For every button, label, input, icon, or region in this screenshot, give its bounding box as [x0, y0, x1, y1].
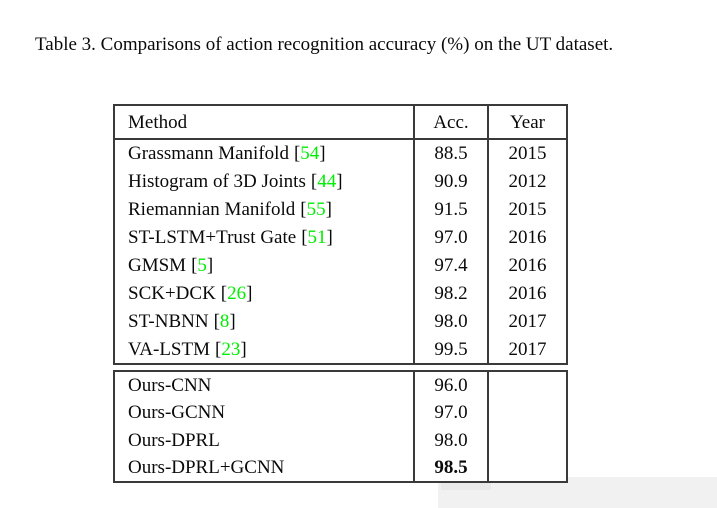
bracket-open: [ — [191, 255, 198, 275]
acc-cell: 98.0 — [413, 426, 487, 454]
acc-cell: 99.5 — [413, 335, 487, 363]
bracket-close: ] — [319, 144, 326, 164]
method-cell: VA-LSTM [23] — [115, 340, 413, 359]
method-cell: Ours-CNN — [115, 376, 413, 395]
method-cell: GMSM [5] — [115, 256, 413, 275]
bracket-open: [ — [215, 339, 222, 359]
citation: [44] — [311, 172, 343, 191]
bracket-close: ] — [206, 255, 214, 275]
method-cell: Grassmann Manifold [54] — [115, 144, 413, 163]
year-cell: 2012 — [487, 167, 566, 196]
method-cell: ST-LSTM+Trust Gate [51] — [115, 228, 413, 247]
bracket-open: [ — [300, 200, 307, 220]
table-header-row: Method Acc. Year — [115, 106, 566, 140]
acc-cell: 97.0 — [413, 399, 487, 427]
bracket-open: [ — [213, 311, 220, 331]
citation-number: 51 — [307, 228, 327, 248]
acc-cell: 96.0 — [413, 372, 487, 400]
method-label: ST-LSTM+Trust Gate — [128, 228, 297, 248]
year-cell — [487, 372, 566, 400]
citation-number: 23 — [221, 339, 241, 359]
method-label: Ours-CNN — [128, 376, 212, 396]
acc-cell: 97.0 — [413, 223, 487, 252]
citation-number: 5 — [197, 255, 207, 275]
method-cell: SCK+DCK [26] — [115, 284, 413, 303]
table-caption: Table 3. Comparisons of action recogniti… — [35, 34, 614, 55]
comparison-table-top: Method Acc. Year Grassmann Manifold [54] … — [113, 104, 568, 365]
table-row: ST-LSTM+Trust Gate [51] 97.0 2016 — [115, 223, 566, 252]
acc-cell: 98.0 — [413, 307, 487, 336]
bracket-close: ] — [246, 283, 253, 303]
acc-cell: 97.4 — [413, 251, 487, 280]
bracket-close: ] — [240, 339, 247, 359]
comparison-table-ours: Ours-CNN 96.0 Ours-GCNN 97.0 Ours-DPRL 9… — [113, 370, 568, 483]
bracket-close: ] — [326, 228, 333, 248]
citation-number: 44 — [317, 172, 337, 192]
method-cell: Histogram of 3D Joints [44] — [115, 172, 413, 191]
bracket-close: ] — [336, 172, 343, 192]
year-cell: 2017 — [487, 307, 566, 336]
acc-cell: 90.9 — [413, 167, 487, 196]
table-row: Ours-GCNN 97.0 — [115, 399, 566, 427]
citation: [26] — [221, 284, 253, 303]
bracket-open: [ — [220, 283, 228, 303]
year-cell: 2015 — [487, 140, 566, 168]
table-row: Grassmann Manifold [54] 88.5 2015 — [115, 140, 566, 168]
method-label: Ours-DPRL+GCNN — [128, 457, 285, 477]
method-label: Histogram of 3D Joints — [128, 172, 306, 192]
method-label: SCK+DCK — [128, 283, 216, 303]
method-label: Ours-DPRL — [128, 430, 220, 450]
method-label: Grassmann Manifold — [128, 144, 289, 164]
year-cell: 2016 — [487, 223, 566, 252]
citation-number: 8 — [219, 311, 230, 331]
citation: [54] — [294, 144, 326, 163]
method-label: VA-LSTM — [128, 339, 210, 359]
bracket-open: [ — [310, 172, 318, 192]
table-row: ST-NBNN [8] 98.0 2017 — [115, 307, 566, 336]
method-cell: Ours-GCNN — [115, 403, 413, 422]
method-cell: Ours-DPRL+GCNN — [115, 458, 413, 477]
header-year: Year — [487, 106, 566, 138]
bracket-close: ] — [229, 311, 236, 331]
year-cell — [487, 426, 566, 454]
table-row: GMSM [5] 97.4 2016 — [115, 251, 566, 280]
table-row: Histogram of 3D Joints [44] 90.9 2012 — [115, 167, 566, 196]
method-cell: Ours-DPRL — [115, 431, 413, 450]
table-row: SCK+DCK [26] 98.2 2016 — [115, 279, 566, 308]
citation: [5] — [191, 256, 213, 275]
method-label: Ours-GCNN — [128, 403, 226, 423]
year-cell — [487, 453, 566, 481]
table-row: VA-LSTM [23] 99.5 2017 — [115, 335, 566, 363]
method-label: GMSM — [128, 255, 187, 275]
method-cell: Riemannian Manifold [55] — [115, 200, 413, 219]
bracket-open: [ — [301, 228, 308, 248]
acc-cell-best: 98.5 — [413, 453, 487, 481]
year-cell: 2016 — [487, 279, 566, 308]
table-row: Riemannian Manifold [55] 91.5 2015 — [115, 195, 566, 224]
citation-number: 55 — [306, 200, 326, 220]
acc-cell: 98.2 — [413, 279, 487, 308]
table-row: Ours-DPRL+GCNN 98.5 — [115, 453, 566, 481]
method-label: Riemannian Manifold — [128, 200, 296, 220]
method-cell: ST-NBNN [8] — [115, 312, 413, 331]
table-row: Ours-CNN 96.0 — [115, 372, 566, 400]
citation-number: 26 — [227, 283, 247, 303]
acc-cell: 88.5 — [413, 140, 487, 168]
bracket-open: [ — [293, 144, 301, 164]
citation: [51] — [301, 228, 333, 247]
citation: [8] — [214, 312, 236, 331]
acc-cell: 91.5 — [413, 195, 487, 224]
table-row: Ours-DPRL 98.0 — [115, 426, 566, 454]
citation-number: 54 — [300, 144, 320, 164]
method-label: ST-NBNN — [128, 311, 209, 331]
year-cell: 2016 — [487, 251, 566, 280]
header-method: Method — [128, 112, 188, 132]
citation: [55] — [300, 200, 332, 219]
header-acc: Acc. — [413, 106, 487, 138]
year-cell — [487, 399, 566, 427]
citation: [23] — [215, 340, 247, 359]
year-cell: 2015 — [487, 195, 566, 224]
bracket-close: ] — [325, 200, 332, 220]
year-cell: 2017 — [487, 335, 566, 363]
